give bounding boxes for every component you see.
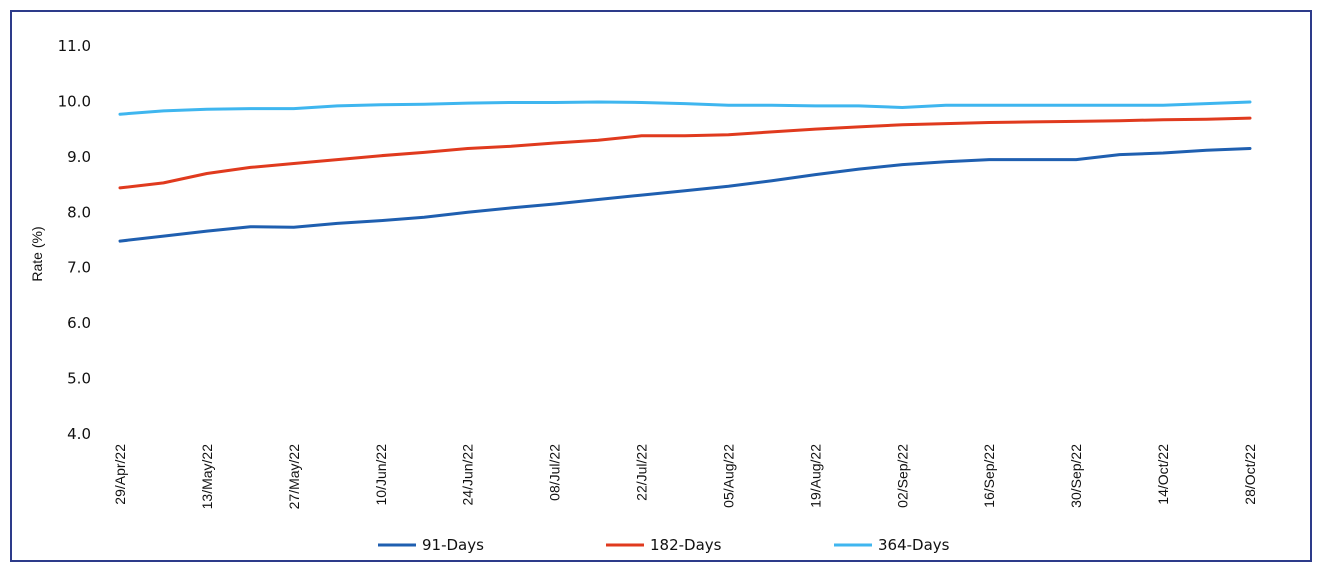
series-line-364-days <box>118 100 1252 116</box>
y-tick-label: 10.0 <box>58 92 91 110</box>
x-axis-ticks: 29/Apr/22 13/May/22 27/May/22 10/Jun/22 24/J… <box>112 444 1258 510</box>
x-tick-label: 22/Jul/22 <box>634 444 650 501</box>
x-tick-label: 08/Jul/22 <box>547 444 563 501</box>
x-tick-label: 10/Jun/22 <box>373 444 389 506</box>
y-tick-label: 9.0 <box>67 148 91 166</box>
x-tick-label: 27/May/22 <box>286 444 302 510</box>
legend: 91-Days 182-Days 364-Days <box>378 536 950 554</box>
x-tick-label: 02/Sep/22 <box>894 444 910 508</box>
series-line-182-days <box>118 116 1252 190</box>
legend-label-182-days: 182-Days <box>650 536 722 554</box>
x-tick-label: 13/May/22 <box>199 444 215 510</box>
x-tick-label: 28/Oct/22 <box>1242 444 1258 505</box>
y-axis-ticks: 11.0 10.0 9.0 8.0 7.0 6.0 5.0 4.0 <box>58 37 91 443</box>
legend-label-364-days: 364-Days <box>878 536 950 554</box>
x-tick-label: 19/Aug/22 <box>807 444 823 508</box>
series-line-91-days <box>118 147 1252 243</box>
y-tick-label: 8.0 <box>67 203 91 221</box>
x-tick-label: 24/Jun/22 <box>460 444 476 506</box>
x-tick-label: 30/Sep/22 <box>1068 444 1084 508</box>
x-tick-label: 05/Aug/22 <box>720 444 736 508</box>
y-tick-label: 4.0 <box>67 425 91 443</box>
series-lines <box>118 100 1252 243</box>
x-tick-label: 14/Oct/22 <box>1155 444 1171 505</box>
y-axis-title: Rate (%) <box>29 226 45 281</box>
y-tick-label: 7.0 <box>67 259 91 277</box>
x-tick-label: 29/Apr/22 <box>112 444 128 505</box>
y-tick-label: 11.0 <box>58 37 91 55</box>
y-tick-label: 6.0 <box>67 314 91 332</box>
x-tick-label: 16/Sep/22 <box>981 444 997 508</box>
legend-label-91-days: 91-Days <box>422 536 484 554</box>
y-tick-label: 5.0 <box>67 370 91 388</box>
